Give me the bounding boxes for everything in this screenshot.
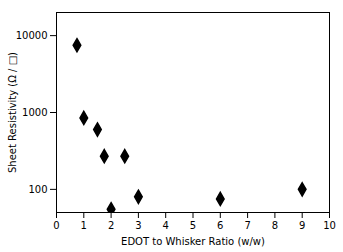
- svg-text:4: 4: [163, 220, 169, 231]
- svg-text:5: 5: [190, 220, 196, 231]
- svg-text:10000: 10000: [16, 30, 48, 41]
- svg-text:EDOT to Whisker Ratio (w/w): EDOT to Whisker Ratio (w/w): [121, 236, 265, 247]
- svg-text:100: 100: [28, 184, 47, 195]
- svg-text:1000: 1000: [22, 107, 47, 118]
- svg-text:Sheet Resistivity (Ω / □): Sheet Resistivity (Ω / □): [7, 52, 18, 173]
- svg-text:9: 9: [299, 220, 305, 231]
- svg-text:8: 8: [272, 220, 278, 231]
- svg-text:2: 2: [108, 220, 114, 231]
- svg-text:10: 10: [323, 220, 336, 231]
- svg-text:0: 0: [53, 220, 59, 231]
- svg-text:3: 3: [135, 220, 141, 231]
- svg-text:7: 7: [244, 220, 250, 231]
- svg-text:1: 1: [81, 220, 87, 231]
- svg-text:6: 6: [217, 220, 223, 231]
